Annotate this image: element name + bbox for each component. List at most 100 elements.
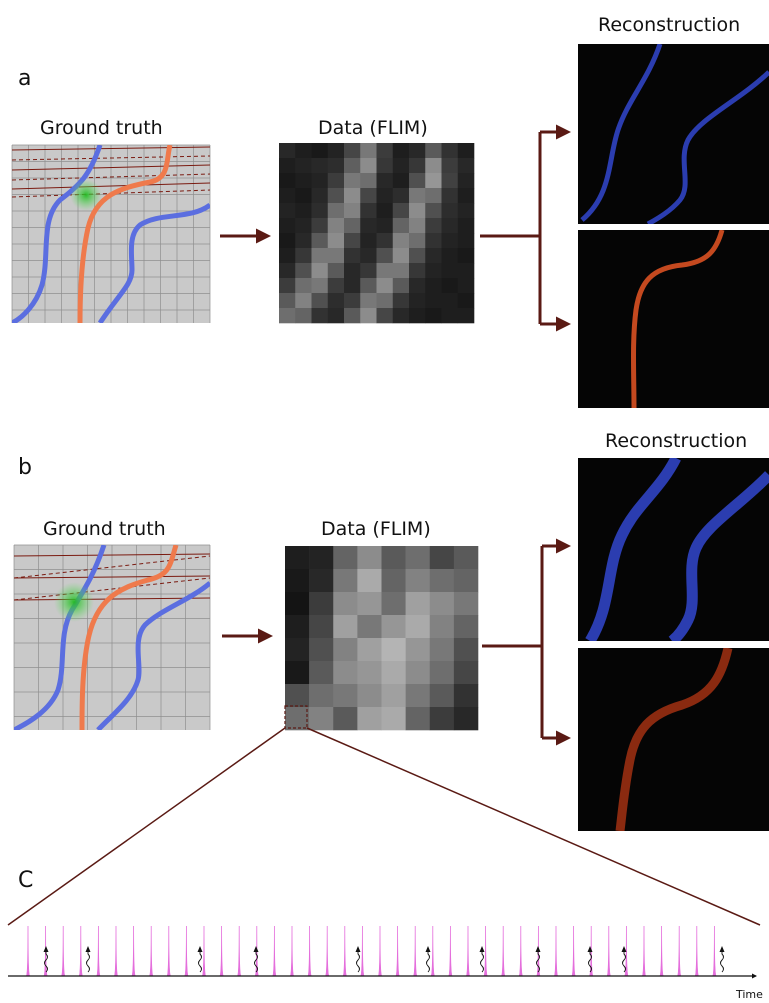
flim-pixel — [425, 293, 442, 309]
flim-pixel — [344, 308, 361, 324]
flim-pixel — [333, 615, 358, 639]
flim-pixel — [344, 173, 361, 189]
laser-pulse — [694, 925, 700, 977]
blue-fiber-b-left — [14, 545, 107, 730]
flim-pixel — [311, 278, 329, 294]
flim-pixel — [425, 278, 442, 294]
flim-pixel — [425, 218, 442, 234]
flim-pixel — [327, 173, 345, 189]
flim-pixel — [360, 158, 377, 174]
laser-pulse — [483, 925, 488, 977]
flim-pixel — [409, 143, 426, 159]
panel-a-letter: a — [18, 66, 32, 91]
flim-pixel — [392, 248, 410, 264]
excitation-spot-b — [54, 582, 94, 622]
flim-pixel — [279, 143, 296, 159]
laser-pulse — [465, 925, 471, 977]
flim-pixel — [376, 173, 394, 189]
flim-pixel — [409, 203, 426, 219]
flim-pixel — [425, 158, 442, 174]
flim-pixel — [279, 308, 296, 324]
arrow-a-split — [480, 124, 571, 332]
panel-c-letter: C — [18, 868, 34, 893]
flim-pixel — [327, 308, 345, 324]
flim-pixel — [285, 592, 310, 616]
laser-pulse — [219, 925, 224, 977]
flim-pixel — [333, 592, 358, 616]
laser-pulse — [78, 925, 84, 977]
flim-pixel — [344, 188, 361, 204]
arrow-b-split — [482, 538, 571, 746]
flim-pixel — [333, 707, 358, 731]
flim-pixel — [295, 293, 312, 309]
photon-arrow — [425, 946, 431, 973]
photon-arrow — [587, 946, 593, 973]
flim-pixel — [425, 188, 442, 204]
flim-pixel — [279, 218, 296, 234]
flim-pixel — [457, 263, 475, 279]
flim-pixel — [425, 263, 442, 279]
flim-pixel — [392, 263, 410, 279]
flim-pixel — [381, 661, 406, 685]
flim-pixel — [392, 293, 410, 309]
flim-pixel — [376, 293, 394, 309]
flim-pixel — [360, 263, 377, 279]
laser-pulse — [360, 925, 365, 977]
panel-b-reconstruction-title: Reconstruction — [605, 430, 748, 452]
flim-pixel — [333, 638, 358, 662]
flim-pixel — [441, 233, 459, 249]
flim-pixel — [409, 308, 426, 324]
flim-pixel — [381, 638, 406, 662]
flim-pixel — [309, 638, 334, 662]
flim-pixel — [441, 173, 459, 189]
flim-pixel — [295, 188, 312, 204]
flim-pixel — [344, 263, 361, 279]
photon-arrow — [43, 946, 49, 973]
flim-data-b — [285, 546, 479, 731]
flim-pixel — [453, 707, 479, 731]
flim-pixel — [441, 263, 459, 279]
flim-pixel — [279, 233, 296, 249]
flim-pixel — [357, 684, 382, 708]
flim-pixel — [327, 158, 345, 174]
flim-pixel — [409, 188, 426, 204]
flim-pixel — [357, 546, 382, 570]
laser-pulse — [148, 925, 154, 977]
flim-pixel — [405, 684, 431, 708]
flim-pixel — [457, 278, 475, 294]
flim-pixel — [333, 684, 358, 708]
flim-pixel — [311, 308, 329, 324]
flim-pixel — [409, 248, 426, 264]
panel-a-ground-truth-title: Ground truth — [40, 117, 163, 139]
flim-pixel — [409, 293, 426, 309]
laser-pulse — [712, 925, 717, 977]
flim-pixel — [360, 218, 377, 234]
flim-pixel — [311, 233, 329, 249]
flim-pixel — [344, 293, 361, 309]
flim-pixel — [457, 218, 475, 234]
flim-pixel — [333, 569, 358, 593]
flim-pixel — [311, 173, 329, 189]
flim-pixel — [295, 278, 312, 294]
flim-pixel — [392, 203, 410, 219]
flim-pixel — [376, 188, 394, 204]
flim-pixel — [357, 661, 382, 685]
flim-pixel — [441, 203, 459, 219]
blue-fiber-a-left — [12, 145, 103, 323]
laser-pulse — [553, 925, 559, 977]
flim-pixel — [309, 592, 334, 616]
laser-pulse — [324, 925, 330, 977]
flim-pixel — [311, 248, 329, 264]
flim-pixel — [309, 684, 334, 708]
flim-pixel — [279, 188, 296, 204]
flim-pixel — [376, 248, 394, 264]
flim-pixel — [311, 158, 329, 174]
flim-pixel — [429, 707, 455, 731]
photon-arrow — [535, 946, 541, 973]
flim-pixel — [441, 248, 459, 264]
flim-pixel — [376, 158, 394, 174]
blue-fiber-a-right — [97, 202, 210, 323]
flim-pixel — [311, 218, 329, 234]
flim-pixel — [279, 158, 296, 174]
flim-pixel — [327, 188, 345, 204]
